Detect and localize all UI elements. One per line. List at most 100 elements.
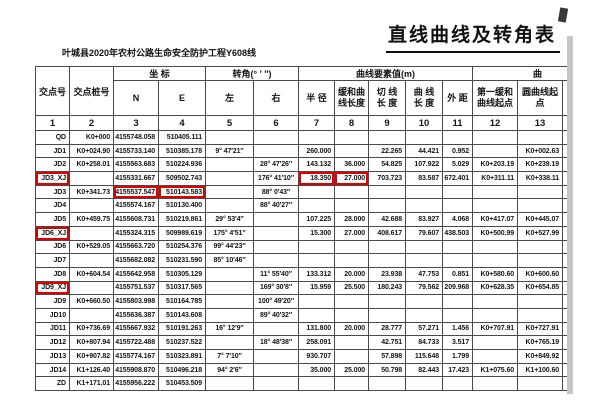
table-cell: 1.456 <box>442 321 474 337</box>
table-cell: 4155608.731 <box>113 212 159 227</box>
table-cell <box>205 280 255 296</box>
table-cell: 510224.936 <box>157 157 207 173</box>
table-cell: K0+849.92 <box>517 349 564 364</box>
table-row: JD3 K0+341.73 4155537.547 510143.583 88° 0′4… <box>35 184 567 200</box>
point-id-cell: JD5 <box>35 212 70 227</box>
table-cell <box>472 143 519 159</box>
table-cell <box>562 362 567 378</box>
table-row: JD8 K0+604.54 4155642.958 510305.129 11° 55′… <box>35 266 567 282</box>
table-cell <box>368 294 407 309</box>
table-cell <box>562 294 567 309</box>
table-cell: 438.503 <box>442 225 474 241</box>
table-cell <box>69 171 114 186</box>
table-cell <box>405 376 444 391</box>
table-cell: 57.271 <box>405 321 444 337</box>
table-cell: 88° 40′27″ <box>253 198 300 214</box>
table-cell: 175° 4′51″ <box>205 225 255 241</box>
header-circular-curve-start: 圆曲线起点 <box>517 80 564 116</box>
project-subtitle: 叶城县2020年农村公路生命安全防护工程Y608线 <box>62 48 257 58</box>
table-cell: 115.648 <box>405 349 444 364</box>
table-cell <box>472 184 519 200</box>
table-cell: 28.000 <box>334 212 370 227</box>
table-cell <box>442 184 474 200</box>
table-cell: 44.421 <box>405 143 444 159</box>
table-viewport: 交点号 交点桩号 坐 标 转角(° ′ ″) 曲线要素值(m) 曲 N E 左 … <box>35 66 567 391</box>
header-station: 交点桩号 <box>69 66 114 116</box>
table-cell: 510496.218 <box>157 362 207 378</box>
table-cell: 3.517 <box>442 335 474 350</box>
table-cell: 703.723 <box>368 171 407 186</box>
table-cell: K0+727.91 <box>517 321 564 337</box>
table-cell <box>405 294 444 309</box>
group-next-partial: 曲 <box>472 66 567 81</box>
table-cell <box>368 130 407 145</box>
table-cell: 510305.129 <box>157 266 207 282</box>
table-cell <box>205 198 255 214</box>
table-cell <box>517 376 564 391</box>
table-row: JD2 K0+258.01 4155563.683 510224.936 28° 47′… <box>35 157 567 173</box>
table-cell <box>334 198 370 214</box>
table-cell: 107.225 <box>298 212 336 227</box>
table-cell: K0+258.01 <box>69 157 114 173</box>
table-cell: 510323.891 <box>157 349 207 364</box>
table-cell <box>472 349 519 364</box>
table-cell <box>562 171 567 186</box>
table-cell: 510219.861 <box>157 212 207 227</box>
group-header-row: 交点号 交点桩号 坐 标 转角(° ′ ″) 曲线要素值(m) 曲 <box>35 66 567 116</box>
table-cell: K0+807.94 <box>69 335 114 350</box>
table-cell: 672.401 <box>442 171 474 186</box>
table-cell: 258.091 <box>298 335 336 350</box>
table-cell: 11° 55′40″ <box>253 266 300 282</box>
table-cell <box>298 294 336 309</box>
table-cell <box>334 349 370 364</box>
table-cell: 0.851 <box>442 266 474 282</box>
table-cell <box>253 225 300 241</box>
table-cell <box>205 130 255 145</box>
table-cell <box>334 239 370 255</box>
header-e: E <box>157 80 207 116</box>
table-cell: 22.265 <box>368 143 407 159</box>
table-cell: 4155733.140 <box>113 143 159 159</box>
table-cell: 28° 47′26″ <box>253 157 300 173</box>
table-cell: K1+100.60 <box>517 362 564 378</box>
point-id-cell: JD3 <box>35 184 70 200</box>
header-right: 右 <box>253 80 300 116</box>
table-cell: 23.938 <box>368 266 407 282</box>
table-cell: 510143.608 <box>157 307 207 323</box>
col-number: 8 <box>334 115 370 131</box>
table-cell <box>442 376 474 391</box>
table-cell: 176° 41′10″ <box>253 171 300 186</box>
col-number: 2 <box>69 115 114 131</box>
table-cell: 42.688 <box>368 212 407 227</box>
table-cell: 180.243 <box>368 280 407 296</box>
table-cell: K0+459.75 <box>69 212 114 227</box>
header-radius: 半 径 <box>298 80 336 116</box>
table-cell: 15.300 <box>298 225 336 241</box>
table-cell <box>368 239 407 255</box>
table-cell <box>562 212 567 227</box>
table-row: JD5 K0+459.75 4155608.731 510219.861 29° 53′… <box>35 212 567 227</box>
table-row: JD6_XJ 4155324.315 509989.619 175° 4′51″ 15.… <box>35 225 567 241</box>
table-cell: 79.562 <box>405 280 444 296</box>
table-cell: K0+527.99 <box>517 225 564 241</box>
header-n: N <box>113 80 159 116</box>
table-cell: 510231.590 <box>157 253 207 268</box>
table-cell <box>562 130 567 145</box>
table-cell <box>517 294 564 309</box>
table-cell: 50.798 <box>368 362 407 378</box>
table-cell <box>253 376 300 391</box>
table-cell: 4155748.058 <box>113 130 159 145</box>
table-cell: 82.443 <box>405 362 444 378</box>
table-cell: 510254.376 <box>157 239 207 255</box>
table-cell: 100° 49′20″ <box>253 294 300 309</box>
table-cell <box>253 239 300 255</box>
table-cell: 4155774.167 <box>113 349 159 364</box>
table-cell: 83.927 <box>405 212 444 227</box>
page-title: 直线曲线及转角表 <box>386 20 561 53</box>
table-cell <box>298 253 336 268</box>
table-cell <box>472 253 519 268</box>
table-cell: 7° 7′10″ <box>205 349 255 364</box>
table-row: JD9_XJ 4155751.537 510317.565 169° 30′8″ 15.… <box>35 280 567 296</box>
point-id-cell: JD9_XJ <box>35 280 70 296</box>
